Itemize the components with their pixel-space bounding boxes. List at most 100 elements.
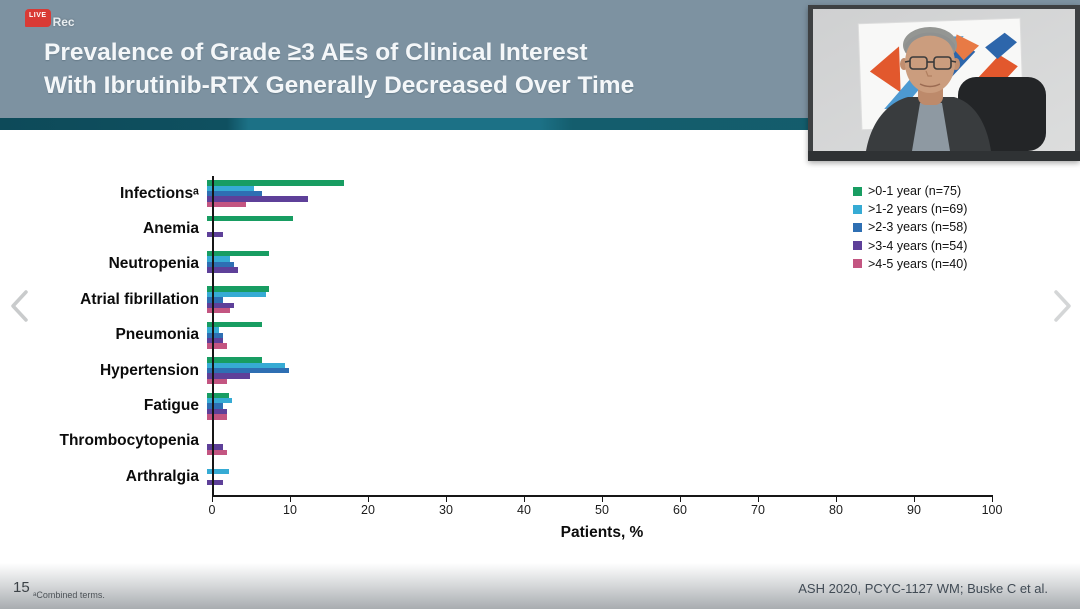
bar (207, 373, 250, 379)
bar (207, 378, 227, 385)
bar (207, 261, 235, 268)
chart-row: Pneumonia (5, 318, 995, 353)
x-tick-mark (992, 497, 993, 502)
x-tick-label: 80 (829, 503, 843, 517)
chart-row: Hypertension (5, 353, 995, 388)
bar (207, 185, 254, 191)
bar-group (207, 392, 987, 420)
x-tick-mark (602, 497, 603, 502)
chevron-right-icon[interactable] (1049, 288, 1075, 324)
slide-title-line1: Prevalence of Grade ≥3 AEs of Clinical I… (44, 39, 588, 66)
legend-label: >2-3 years (n=58) (868, 220, 968, 235)
x-tick-mark (758, 497, 759, 502)
chart-rows: Infectionsᵃ Anemia Neutropenia Atrial fibri… (5, 176, 995, 495)
x-tick-mark (212, 497, 213, 502)
bar-group (207, 357, 987, 385)
chart-row: Thrombocytopenia (5, 424, 995, 459)
bar (207, 307, 231, 314)
x-tick-label: 100 (981, 503, 1003, 517)
legend-label: >3-4 years (n=54) (868, 238, 968, 253)
bar-group (207, 251, 987, 278)
chart-legend: >0-1 year (n=75) >1-2 years (n=69) >2-3 ye… (853, 182, 967, 273)
legend-item: >0-1 year (n=75) (853, 182, 967, 200)
legend-swatch-icon (853, 222, 862, 232)
chart-row: Neutropenia (5, 247, 995, 282)
bar (207, 403, 223, 409)
x-tick-label: 20 (361, 503, 375, 517)
bar (207, 321, 262, 328)
x-tick-label: 50 (595, 503, 609, 517)
slide-title-line2: With Ibrutinib-RTX Generally Decreased O… (44, 72, 635, 99)
bar-group (207, 215, 987, 243)
x-tick-mark (914, 497, 915, 502)
citation: ASH 2020, PCYC-1127 WM; Buske C et al. (798, 581, 1048, 596)
legend-swatch-icon (853, 259, 862, 269)
category-label: Infectionsᵃ (119, 184, 199, 202)
bar (207, 180, 344, 186)
bar (207, 297, 223, 303)
x-tick-label: 70 (751, 503, 765, 517)
bar (207, 449, 227, 455)
bar (207, 191, 262, 197)
bar (207, 201, 246, 208)
rec-label: Rec (52, 15, 75, 29)
presenter-figure (866, 27, 991, 151)
y-axis-line (212, 176, 214, 497)
chart-row: Anemia (5, 211, 995, 246)
legend-item: >3-4 years (n=54) (853, 237, 967, 255)
bar (207, 332, 223, 338)
x-tick-mark (836, 497, 837, 502)
chart-row: Fatigue (5, 388, 995, 423)
x-tick-label: 60 (673, 503, 687, 517)
category-label: Anemia (143, 220, 199, 238)
footnote: ᵃCombined terms. (33, 590, 105, 600)
bar-group (207, 428, 987, 455)
chart-row: Atrial fibrillation (5, 282, 995, 317)
x-axis-title: Patients, % (560, 524, 644, 541)
chart-row: Infectionsᵃ (5, 176, 995, 211)
x-tick-mark (446, 497, 447, 502)
bar-chart: Infectionsᵃ Anemia Neutropenia Atrial fibri… (5, 176, 1002, 541)
legend-label: >4-5 years (n=40) (868, 256, 968, 271)
category-label: Fatigue (143, 397, 199, 415)
glasses (904, 56, 957, 70)
x-tick-mark (368, 497, 369, 502)
slide-number: 15 (13, 579, 30, 596)
x-tick-mark (680, 497, 681, 502)
chevron-left-icon[interactable] (7, 288, 33, 324)
x-tick-mark (524, 497, 525, 502)
live-rec-badge-icon: LIVE (25, 9, 51, 27)
presenter-video[interactable] (808, 5, 1080, 161)
legend-swatch-icon (853, 204, 862, 214)
legend-label: >0-1 year (n=75) (868, 184, 962, 199)
bar (207, 414, 227, 420)
bar (207, 251, 270, 257)
bar (207, 302, 235, 308)
x-tick-label: 90 (907, 503, 921, 517)
bar (207, 397, 232, 404)
bar (207, 343, 227, 349)
x-tick-label: 0 (208, 503, 216, 517)
x-tick-label: 10 (283, 503, 297, 517)
legend-item: >4-5 years (n=40) (853, 255, 967, 273)
legend-swatch-icon (853, 241, 862, 251)
category-label: Thrombocytopenia (59, 432, 199, 450)
chart-row: Arthralgia (5, 459, 995, 494)
slide-title: Prevalence of Grade ≥3 AEs of Clinical I… (44, 36, 634, 102)
x-tick-label: 40 (517, 503, 531, 517)
bar (207, 337, 223, 344)
category-label: Arthralgia (125, 467, 199, 485)
category-label: Atrial fibrillation (80, 290, 199, 308)
bar (207, 468, 229, 475)
category-label: Neutropenia (108, 255, 199, 273)
legend-swatch-icon (853, 186, 862, 196)
bar-group (207, 180, 987, 208)
bar (207, 267, 239, 273)
x-tick-mark (290, 497, 291, 502)
bar (207, 215, 293, 221)
bar-group (207, 286, 987, 314)
bar-group (207, 463, 987, 490)
recording-indicator: LIVE Rec (25, 9, 75, 29)
category-label: Pneumonia (115, 326, 199, 344)
